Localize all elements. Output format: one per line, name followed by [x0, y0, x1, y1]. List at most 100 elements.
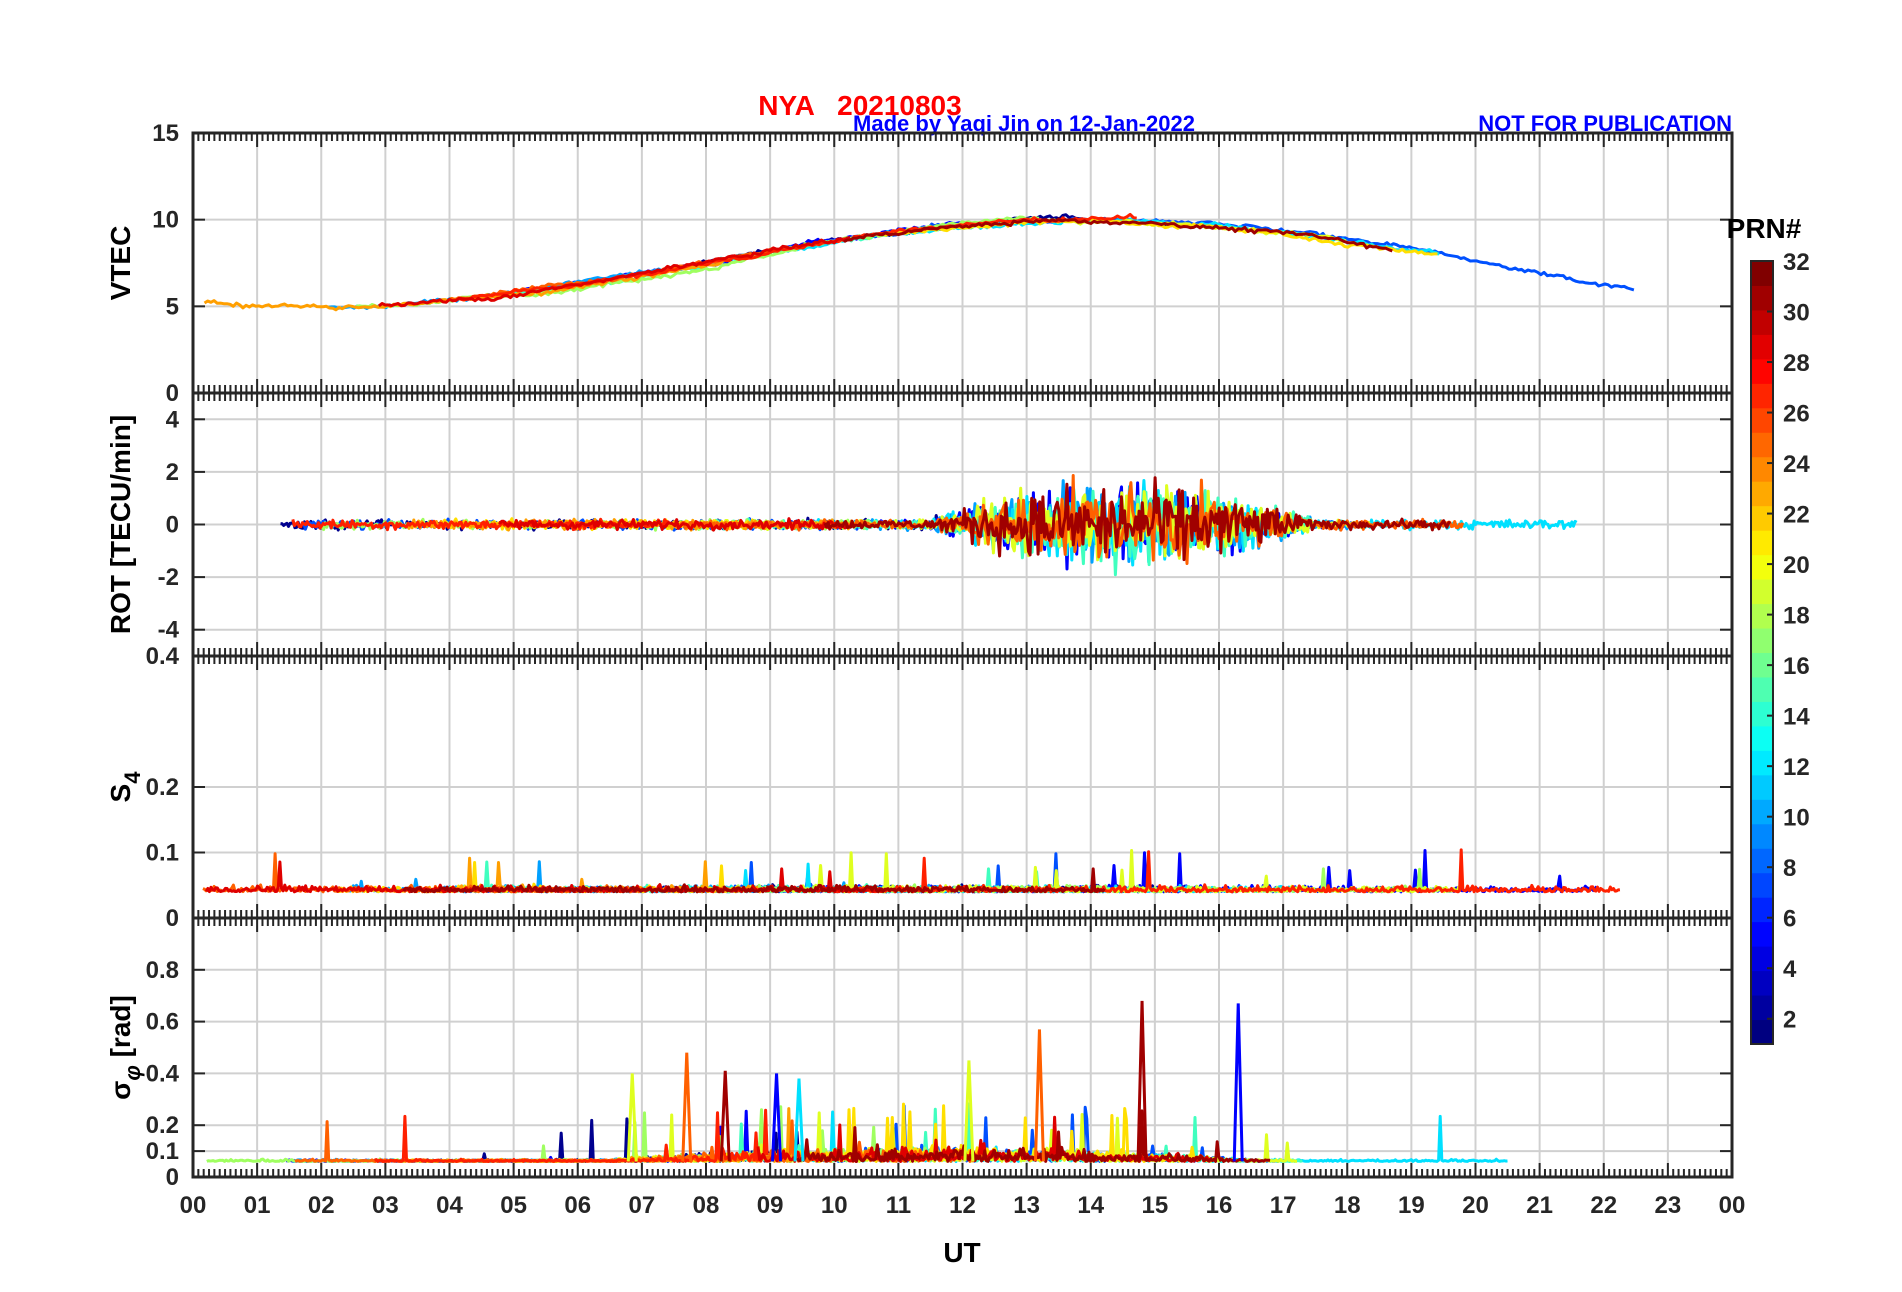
colorbar-swatch — [1751, 897, 1773, 923]
colorbar-swatch — [1751, 407, 1773, 433]
colorbar-swatch — [1751, 628, 1773, 653]
sigma-phi-spike — [1033, 1029, 1045, 1162]
colorbar-swatch — [1751, 995, 1773, 1021]
x-tick-label: 16 — [1206, 1192, 1233, 1219]
sigma-phi-panel: 00.10.20.40.60.8σφ [rad] — [105, 916, 1734, 1191]
colorbar-swatch — [1751, 383, 1773, 409]
x-tick-label: 22 — [1590, 1192, 1617, 1219]
sigma-phi-spike — [771, 1073, 783, 1162]
x-tick-label: 15 — [1142, 1192, 1169, 1219]
x-tick-label: 03 — [372, 1192, 399, 1219]
sigma-phi-spike — [963, 1060, 975, 1162]
colorbar-tick-label: 12 — [1783, 754, 1810, 781]
sigma_phi-series-line — [373, 1108, 769, 1163]
s4-series-line — [402, 867, 1106, 894]
x-tick-label: 08 — [693, 1192, 720, 1219]
vtec-y-tick-label: 10 — [152, 207, 179, 234]
x-tick-label: 00 — [1719, 1192, 1746, 1219]
colorbar-tick-label: 16 — [1783, 653, 1810, 680]
x-tick-label: 09 — [757, 1192, 784, 1219]
rot-series — [280, 474, 1578, 577]
sigma_phi-y-tick-label: 0.2 — [146, 1112, 179, 1139]
colorbar-tick-label: 32 — [1783, 249, 1810, 276]
colorbar-swatch — [1751, 309, 1773, 335]
sigma_phi-y-tick-label: 0.4 — [146, 1060, 180, 1087]
x-tick-label: 01 — [244, 1192, 271, 1219]
x-axis: 00 01 02 03 04 05 06 07 08 09 10 11 12 13 14 15 16 17 18 19… — [180, 1192, 1746, 1219]
sigma-phi-spike — [1136, 1000, 1148, 1162]
colorbar-swatch — [1751, 432, 1773, 458]
x-tick-label: 02 — [308, 1192, 335, 1219]
colorbar-swatch — [1751, 261, 1773, 286]
colorbar-swatch — [1751, 285, 1773, 311]
colorbar-swatch — [1751, 334, 1773, 360]
x-tick-label: 17 — [1270, 1192, 1297, 1219]
vtec-y-tick-label: 0 — [166, 380, 179, 407]
colorbar-tick-label: 10 — [1783, 805, 1810, 832]
colorbar-tick-label: 4 — [1783, 956, 1797, 983]
rot-panel: -4 -2 0 2 4 ROT [TECU/min] — [105, 391, 1734, 658]
colorbar-swatch — [1751, 1019, 1773, 1045]
colorbar-swatch — [1751, 725, 1773, 751]
sigma_phi-y-tick-label: 0.8 — [146, 957, 179, 984]
s4-y-tick-label: 0.4 — [146, 643, 180, 670]
x-tick-label: 10 — [821, 1192, 848, 1219]
x-tick-label: 21 — [1526, 1192, 1553, 1219]
sigma_phi-y-tick-label: 0 — [166, 1164, 179, 1191]
colorbar-swatch — [1751, 921, 1773, 947]
colorbar-tick-label: 28 — [1783, 350, 1810, 377]
colorbar-tick-label: 2 — [1783, 1007, 1796, 1034]
colorbar-swatch — [1751, 603, 1773, 629]
x-tick-label: 20 — [1462, 1192, 1489, 1219]
colorbar-tick-label: 14 — [1783, 704, 1810, 731]
s4-panel: 00.10.20.4S4 — [105, 643, 1734, 932]
x-tick-label: 05 — [500, 1192, 527, 1219]
rot-y-tick-label: 4 — [166, 406, 180, 433]
rot-y-axis-label: ROT [TECU/min] — [105, 415, 136, 634]
x-tick-label: 12 — [949, 1192, 976, 1219]
colorbar-swatch — [1751, 676, 1773, 702]
vtec-y-tick-label: 15 — [152, 120, 179, 147]
sigma_phi-y-tick-label: 0.6 — [146, 1009, 179, 1036]
colorbar-swatch — [1751, 946, 1773, 972]
x-tick-label: 23 — [1655, 1192, 1682, 1219]
x-tick-label: 04 — [436, 1192, 463, 1219]
vtec-y-axis-label: VTEC — [105, 226, 136, 301]
colorbar-swatch — [1751, 554, 1773, 580]
colorbar-swatch — [1751, 970, 1773, 996]
colorbar-swatch — [1751, 750, 1773, 776]
rot-series-line — [498, 517, 852, 532]
x-tick-label: 11 — [886, 1192, 911, 1219]
colorbar-tick-label: 22 — [1783, 502, 1810, 529]
s4-series — [202, 848, 1621, 894]
colorbar-swatch — [1751, 481, 1773, 507]
rot-y-tick-label: 2 — [166, 459, 179, 486]
sigma-phi-spike — [793, 1078, 805, 1162]
vtec-x-ticks — [192, 133, 1733, 393]
sigma-phi-spike — [719, 1070, 731, 1162]
colorbar-swatch — [1751, 823, 1773, 849]
x-tick-label: 14 — [1077, 1192, 1104, 1219]
colorbar-tick-label: 8 — [1783, 855, 1796, 882]
sigma_phi-series-line — [795, 1109, 1271, 1163]
x-tick-label: 06 — [564, 1192, 591, 1219]
vtec-grid — [193, 133, 1732, 393]
sigma_phi-y-tick-label: 0.1 — [146, 1138, 179, 1165]
vtec-series-line — [843, 217, 1393, 253]
vtec-y-tick-label: 5 — [166, 293, 179, 320]
colorbar-label: PRN# — [1727, 213, 1802, 244]
s4-y-tick-label: 0.2 — [146, 774, 179, 801]
vtec-series — [203, 212, 1635, 312]
colorbar-swatch — [1751, 799, 1773, 825]
x-tick-label: 07 — [629, 1192, 656, 1219]
colorbar-swatch — [1751, 505, 1773, 531]
colorbar-swatch — [1751, 358, 1773, 384]
s4-grid — [193, 656, 1732, 918]
sigma_phi-x-ticks — [192, 918, 1733, 1177]
vtec-series-line — [377, 236, 851, 308]
sigma-phi-spike — [626, 1073, 638, 1162]
colorbar-tick-label: 20 — [1783, 552, 1810, 579]
s4-y-tick-label: 0.1 — [146, 840, 179, 867]
